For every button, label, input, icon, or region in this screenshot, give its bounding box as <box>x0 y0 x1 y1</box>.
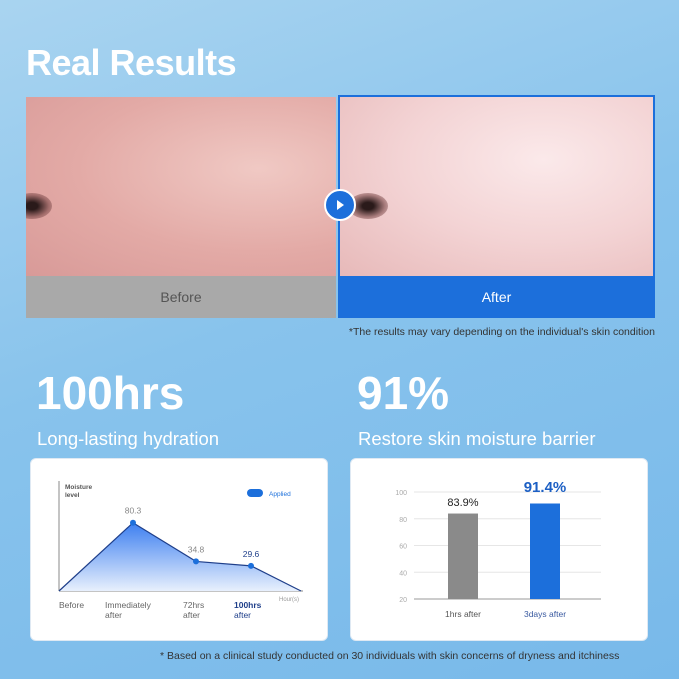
bar <box>530 503 560 599</box>
before-label: Before <box>26 276 336 318</box>
y-tick-label: 60 <box>399 544 407 551</box>
y-tick-label: 100 <box>395 490 407 497</box>
data-label: 80.3 <box>125 506 142 516</box>
x-tick-label: 1hrs after <box>445 609 481 619</box>
legend-swatch <box>247 489 263 497</box>
hydration-chart-card: Moisture level Applied Hour(s) Before 80.3… <box>30 458 328 641</box>
stat-hours-label: Long-lasting hydration <box>37 428 220 449</box>
bar <box>448 513 478 599</box>
data-label: 29.6 <box>243 549 260 559</box>
data-point <box>130 519 136 526</box>
bar-value-label: 91.4% <box>524 479 567 496</box>
y-tick-label: 40 <box>399 570 407 577</box>
footnote: * Based on a clinical study conducted on… <box>160 650 620 662</box>
stat-percent-label: Restore skin moisture barrier <box>358 428 596 449</box>
data-point <box>248 562 254 569</box>
bar-value-label: 83.9% <box>447 497 478 509</box>
page-title: Real Results <box>26 42 237 83</box>
data-point <box>193 558 199 565</box>
x-tick-label: 100hrs after <box>234 600 262 620</box>
barrier-bar-chart: 20 40 60 80 100 83.9% 1hrs after 91.4% 3days aft… <box>395 479 601 619</box>
play-arrow-icon <box>324 189 356 221</box>
barrier-chart-card: 20 40 60 80 100 83.9% 1hrs after 91.4% 3days aft… <box>350 458 648 641</box>
stat-hours-value: 100hrs <box>36 367 185 419</box>
legend-label: Applied <box>269 491 291 498</box>
x-tick-label: Before <box>59 600 84 610</box>
before-photo <box>26 97 336 276</box>
y-axis-label: Moisture level <box>65 484 92 499</box>
x-axis-label: Hour(s) <box>279 597 299 603</box>
x-tick-label: 3days after <box>524 609 566 619</box>
stat-percent-value: 91% <box>357 367 450 419</box>
x-tick-label: Immediately after <box>105 600 152 620</box>
y-tick-label: 80 <box>399 517 407 524</box>
data-label: 34.8 <box>188 544 205 554</box>
hydration-line-chart: Moisture level Applied Hour(s) Before 80.3… <box>58 481 303 620</box>
area-fill <box>59 522 301 591</box>
after-label: After <box>338 276 655 318</box>
results-disclaimer: *The results may vary depending on the i… <box>348 326 655 338</box>
after-photo <box>340 97 653 276</box>
x-tick-label: 72hrs after <box>183 600 204 620</box>
y-tick-label: 20 <box>399 597 407 604</box>
